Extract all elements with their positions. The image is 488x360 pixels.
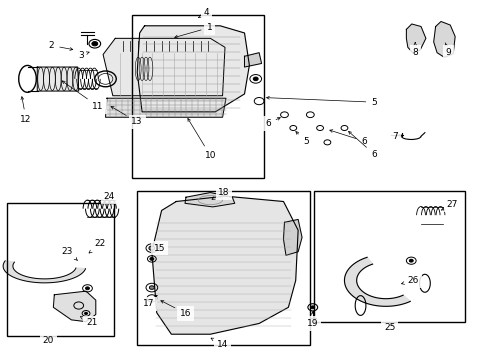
- Text: 27: 27: [441, 200, 457, 210]
- Text: 6: 6: [348, 131, 376, 159]
- Text: 14: 14: [211, 338, 228, 349]
- Circle shape: [92, 41, 98, 46]
- Circle shape: [408, 259, 412, 262]
- Circle shape: [85, 287, 89, 290]
- Text: 24: 24: [103, 192, 114, 201]
- Text: 22: 22: [89, 239, 105, 253]
- Polygon shape: [103, 39, 224, 96]
- Text: 15: 15: [154, 244, 165, 253]
- Polygon shape: [344, 257, 409, 306]
- Polygon shape: [152, 196, 298, 334]
- Polygon shape: [406, 24, 425, 53]
- Text: 7: 7: [391, 132, 402, 141]
- Text: 21: 21: [80, 317, 97, 327]
- Circle shape: [149, 246, 155, 250]
- Text: 18: 18: [212, 188, 229, 199]
- Circle shape: [253, 77, 258, 81]
- Polygon shape: [53, 291, 96, 321]
- Text: 6: 6: [264, 118, 280, 128]
- Polygon shape: [137, 26, 249, 112]
- Polygon shape: [37, 67, 79, 91]
- Text: 8: 8: [411, 42, 417, 57]
- Text: 13: 13: [111, 107, 142, 126]
- Text: 5: 5: [266, 96, 376, 107]
- Polygon shape: [244, 53, 261, 67]
- Text: 17: 17: [142, 295, 157, 308]
- Text: 10: 10: [187, 118, 216, 160]
- Text: 23: 23: [61, 247, 77, 260]
- Polygon shape: [184, 193, 234, 207]
- Text: 2: 2: [49, 41, 73, 50]
- Text: 11: 11: [62, 81, 103, 111]
- Bar: [132, 15, 264, 178]
- Polygon shape: [3, 261, 85, 283]
- Text: 9: 9: [444, 43, 450, 57]
- Polygon shape: [283, 220, 302, 255]
- Text: 16: 16: [161, 301, 191, 318]
- Circle shape: [150, 257, 154, 260]
- Bar: [314, 191, 465, 321]
- Bar: [6, 203, 114, 336]
- Circle shape: [149, 286, 154, 289]
- Circle shape: [310, 306, 314, 309]
- Polygon shape: [105, 98, 225, 117]
- Circle shape: [84, 312, 87, 315]
- Text: 1: 1: [174, 23, 212, 38]
- Text: 3: 3: [78, 51, 89, 60]
- Text: 25: 25: [384, 323, 395, 332]
- Bar: [137, 191, 310, 345]
- Text: 20: 20: [43, 336, 54, 345]
- Text: 6: 6: [329, 130, 366, 146]
- Text: 26: 26: [401, 276, 418, 285]
- Text: 12: 12: [20, 97, 32, 123]
- Text: 19: 19: [306, 312, 318, 328]
- Text: 4: 4: [198, 8, 209, 18]
- Text: 5: 5: [295, 131, 308, 146]
- Polygon shape: [433, 22, 454, 57]
